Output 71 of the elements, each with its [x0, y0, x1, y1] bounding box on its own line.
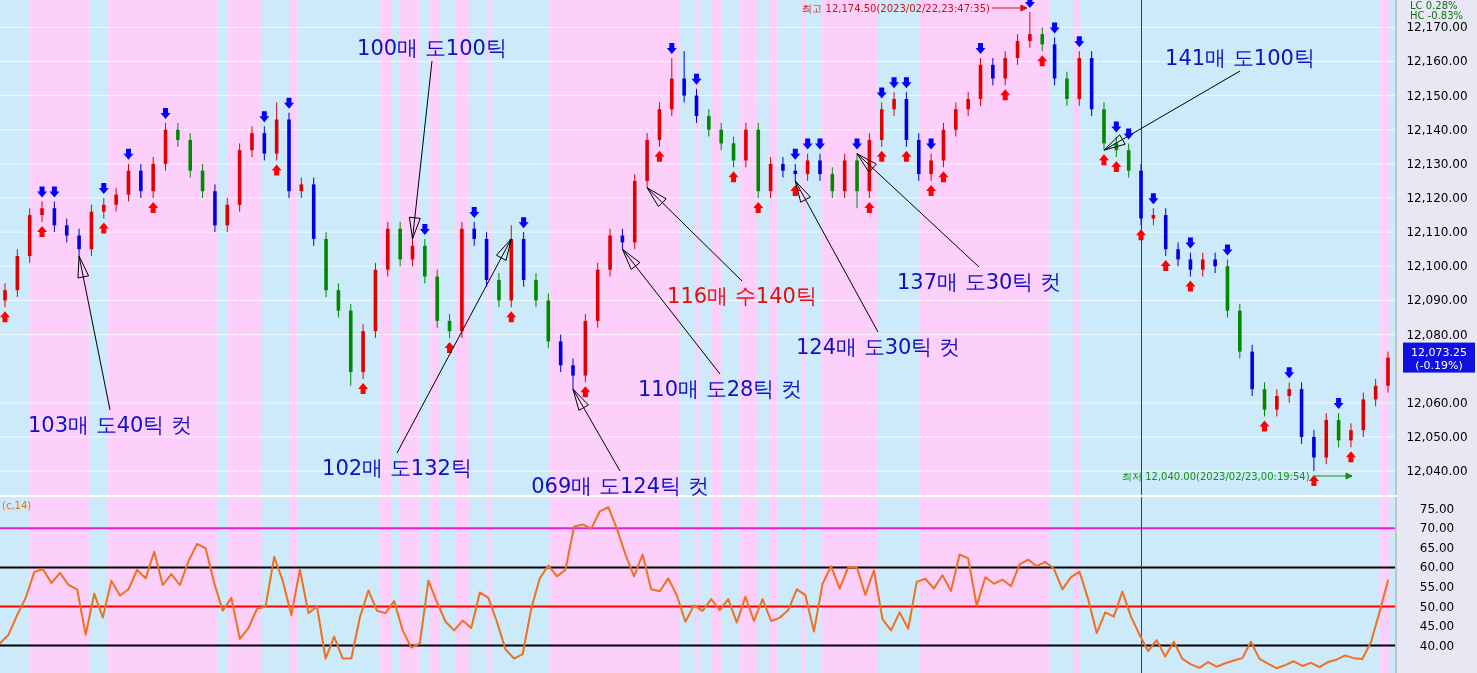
- candlestick: [497, 272, 501, 308]
- annotation: 069매 도124틱 컷: [531, 474, 709, 498]
- candlestick: [954, 101, 958, 138]
- candlestick: [1287, 381, 1292, 404]
- y-tick-label: 12,110.00: [1406, 225, 1468, 240]
- annotation: 116매 수140틱: [667, 284, 817, 308]
- candlestick: [1003, 50, 1008, 86]
- candlestick: [571, 357, 575, 390]
- y-tick-label: 12,080.00: [1406, 327, 1468, 342]
- y-tick-label: 75.00: [1419, 501, 1455, 516]
- y-tick-label: 12,060.00: [1406, 395, 1468, 410]
- annotation: 124매 도30틱 컷: [795, 335, 961, 359]
- annotation: (c,14): [2, 500, 32, 511]
- annotation: 100매 도100틱: [357, 36, 507, 60]
- candlestick: [1349, 422, 1353, 448]
- y-tick-label: 12,050.00: [1406, 429, 1468, 444]
- candlestick: [77, 228, 81, 257]
- candlestick: [1312, 429, 1316, 472]
- y-tick-label: 65.00: [1419, 540, 1455, 555]
- candlestick: [818, 153, 822, 182]
- annotation: 103매 도40틱 컷: [27, 413, 193, 437]
- candlestick: [781, 156, 785, 179]
- candlestick: [707, 108, 711, 138]
- y-tick-label: 50.00: [1419, 599, 1455, 614]
- y-tick-label: 55.00: [1419, 579, 1455, 594]
- candlestick: [719, 122, 723, 151]
- candlestick: [139, 163, 143, 199]
- candlestick: [225, 197, 230, 233]
- candlestick: [682, 50, 686, 103]
- annotation: 최고 12,174.50(2023/02/22,23:47:35): [802, 3, 991, 14]
- candlestick: [114, 187, 118, 213]
- candlestick: [929, 153, 933, 182]
- y-tick-label: 45.00: [1419, 619, 1455, 634]
- candlestick: [892, 91, 896, 117]
- candlestick: [40, 200, 44, 223]
- candlestick: [1275, 388, 1279, 417]
- annotation: 137매 도30틱 컷: [896, 270, 1062, 294]
- annotation: 110매 도28틱 컷: [637, 377, 803, 401]
- y-tick-label: 12,170.00: [1406, 20, 1468, 35]
- candlestick: [64, 217, 69, 243]
- candlestick: [534, 272, 538, 308]
- annotation: 최저 12,040.00(2023/02/23,00:19:54): [1122, 471, 1310, 482]
- y-tick-label: 60.00: [1419, 560, 1455, 575]
- candlestick: [1213, 252, 1217, 274]
- y-tick-label: 12,040.00: [1406, 464, 1468, 479]
- y-tick-label: 70.00: [1419, 521, 1455, 536]
- candlestick: [1028, 11, 1032, 49]
- y-tick-label: 12,160.00: [1406, 54, 1468, 69]
- y-tick-label: 40.00: [1419, 638, 1455, 653]
- y-tick-label: 12,120.00: [1406, 191, 1468, 205]
- candlestick: [1040, 26, 1045, 52]
- candlestick: [966, 91, 970, 117]
- annotation: 141매 도100틱: [1165, 46, 1315, 70]
- y-tick-label: 12,130.00: [1406, 156, 1468, 171]
- y-tick-label: 12,140.00: [1406, 122, 1468, 137]
- text: 12,073.25 (-0.19%): [1411, 345, 1467, 372]
- candlestick: [3, 282, 7, 308]
- y-tick-label: 12,150.00: [1406, 88, 1468, 103]
- candlestick: [176, 122, 180, 148]
- candlestick: [101, 197, 106, 219]
- candlestick: [1200, 252, 1205, 278]
- candlestick: [250, 125, 254, 158]
- y-tick-label: 12,100.00: [1406, 259, 1468, 274]
- annotation: 102매 도132틱: [322, 456, 472, 480]
- candlestick: [1065, 71, 1069, 107]
- candlestick: [1176, 241, 1180, 267]
- candlestick: [472, 221, 477, 247]
- text: LC 0.28%: [1410, 0, 1458, 11]
- y-tick-label: 12,090.00: [1406, 293, 1468, 308]
- text: HC -0.83%: [1410, 10, 1464, 21]
- candlestick: [991, 57, 995, 86]
